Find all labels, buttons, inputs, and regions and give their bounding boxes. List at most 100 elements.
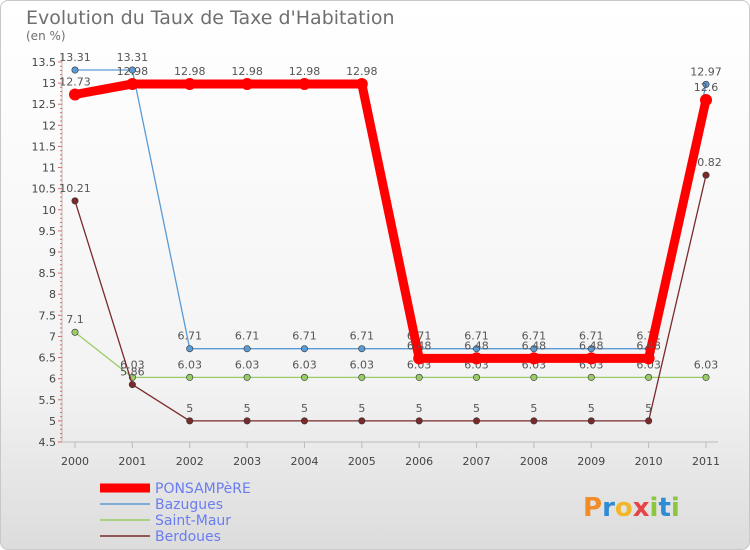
logo-letter: i [650,493,659,523]
data-point [243,345,251,353]
data-label: 12.98 [231,65,263,78]
data-label: 10.21 [59,182,91,195]
data-point [415,373,423,381]
data-point [413,352,426,365]
data-label: 6.71 [292,330,317,343]
y-tick-label: 9.5 [39,225,57,238]
data-point [530,373,538,381]
axes: 4.5 5 5.5 6 6.5 7 7.5 8 8.5 9 9.5 10 10.5 11 11.5 12 12.… [32,54,720,468]
y-tick-label: 6 [49,373,56,386]
series-saint-maur: 7.16.03 6.03 6.03 6.03 6.03 6.03 6.03 6.03 6.03 6… [66,313,719,381]
data-point [71,66,79,74]
data-label: 5 [416,402,423,415]
data-label: 6.71 [235,330,260,343]
data-point [71,197,79,205]
data-point [527,352,540,365]
series-line [74,331,706,379]
x-tick-label: 2008 [520,455,548,468]
data-label: 5 [186,402,193,415]
data-point [69,88,81,101]
data-point [186,373,194,381]
data-point [243,417,251,425]
data-label: 6.71 [350,330,375,343]
y-tick-label: 4.5 [39,436,57,449]
data-label: 6.48 [407,339,432,352]
data-label: 6.03 [235,358,260,371]
data-label: 6.03 [292,358,317,371]
data-label: 5.86 [120,366,145,379]
y-tick-label: 13.5 [32,56,57,69]
data-point [183,77,196,90]
data-label: 10.82 [690,156,722,169]
data-point [702,80,710,88]
data-label: 6.71 [579,330,604,343]
y-tick-label: 13 [42,77,56,90]
data-point [126,77,139,90]
data-point [128,381,136,389]
x-tick-label: 2011 [692,455,720,468]
y-tick-label: 8.5 [39,267,57,280]
data-point [358,417,366,425]
data-label: 6.03 [120,358,145,371]
data-label: 7.1 [66,313,84,326]
data-label: 6.48 [579,339,604,352]
series-berdoues: 10.21 5.86 5 5 5 5 5 5 5 5 5 10.82 [59,156,722,425]
series-line [74,79,711,363]
data-label: 6.48 [636,339,661,352]
x-tick-label: 2007 [463,455,491,468]
data-label: 13.31 [59,51,91,64]
data-point [300,373,308,381]
data-label: 6.71 [177,330,202,343]
data-point [473,417,481,425]
data-point [298,77,311,90]
data-point [473,345,481,353]
data-point [702,171,710,179]
y-tick-label: 9 [49,246,56,259]
y-tick-label: 11.5 [32,140,57,153]
data-label: 6.03 [177,358,202,371]
data-point [700,94,712,106]
y-tick-label: 11 [42,162,56,175]
data-point [128,66,136,74]
data-point [415,417,423,425]
data-point [186,417,194,425]
x-tick-label: 2006 [405,455,433,468]
y-tick-label: 10.5 [32,183,57,196]
logo-letter: x [633,493,650,523]
series-line [75,69,707,350]
data-label: 5 [358,402,365,415]
data-point [241,77,254,90]
y-tick-label: 12 [42,119,56,132]
x-tick-label: 2005 [348,455,376,468]
y-tick-label: 5.5 [39,394,57,407]
data-point [587,345,595,353]
y-tick-label: 5 [49,415,56,428]
data-point [585,352,598,365]
data-label: 5 [645,402,652,415]
legend-label: PONSAMPèRE [155,481,251,497]
logo-letter: o [615,493,633,523]
chart-title: Evolution du Taux de Taxe d'Habitation [26,7,395,29]
data-label: 5 [244,402,251,415]
data-label: 5 [588,402,595,415]
proxiti-logo: Proxiti [583,493,680,523]
data-point [358,373,366,381]
y-tick-label: 10 [42,204,56,217]
chart-subtitle: (en %) [26,29,66,43]
data-label: 6.71 [464,330,489,343]
data-point [300,345,308,353]
y-tick-label: 7.5 [39,309,57,322]
logo-letter: r [602,493,615,523]
data-label: 5 [530,402,537,415]
data-point [587,417,595,425]
logo-letter: i [671,493,680,523]
data-label: 12.98 [289,65,321,78]
logo-letter: P [583,493,602,523]
data-label: 6.03 [694,358,719,371]
data-point [530,417,538,425]
data-label: 6.48 [464,339,489,352]
y-tick-label: 6.5 [39,352,57,365]
